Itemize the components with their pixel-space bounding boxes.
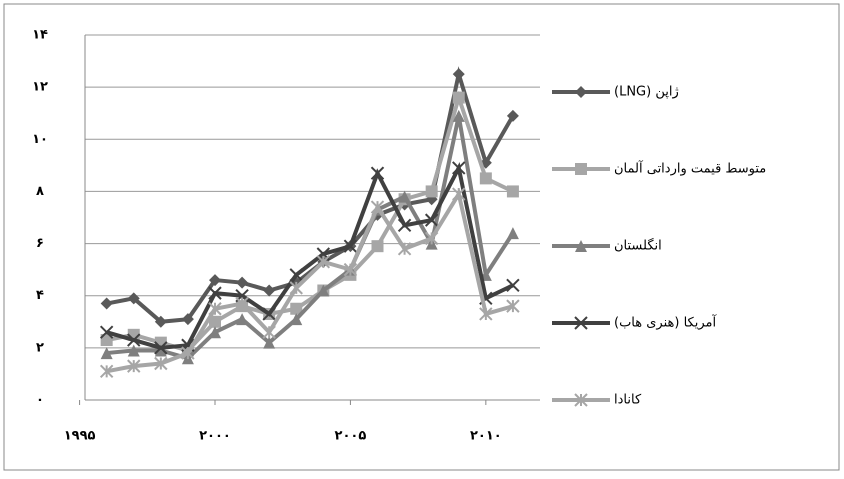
marker	[235, 296, 249, 311]
marker	[506, 278, 520, 292]
legend-label: متوسط قیمت وارداتی آلمان	[614, 160, 766, 177]
y-tick-label: ۱۲	[32, 80, 48, 95]
marker	[370, 200, 385, 214]
legend-label: انگلستان	[614, 238, 662, 254]
marker	[343, 239, 358, 253]
marker	[100, 347, 113, 360]
marker	[452, 161, 466, 175]
legend-label: آمریکا (هنری هاب)	[614, 314, 717, 331]
marker	[370, 166, 385, 180]
marker	[452, 68, 465, 81]
y-tick-label: ۰	[36, 393, 44, 408]
marker	[506, 185, 519, 198]
marker	[154, 315, 167, 328]
marker	[100, 297, 113, 310]
y-tick-label: ۱۰	[32, 132, 48, 147]
marker	[154, 344, 167, 357]
marker	[236, 276, 249, 289]
y-tick-label: ۸	[36, 184, 44, 199]
marker	[154, 341, 168, 355]
marker	[127, 292, 140, 305]
marker	[452, 187, 466, 201]
x-tick-label: ۲۰۱۰	[470, 429, 502, 444]
marker	[506, 299, 520, 313]
marker	[575, 86, 587, 98]
legend-label: ژاپن (LNG)	[614, 85, 679, 100]
chart-frame	[3, 3, 840, 471]
series-line	[106, 115, 515, 361]
marker	[127, 333, 141, 347]
y-tick-label: ۲	[36, 340, 44, 355]
marker	[99, 325, 114, 339]
marker	[209, 315, 221, 328]
legend-label: کانادا	[614, 393, 642, 408]
marker	[127, 344, 140, 357]
marker	[99, 364, 114, 379]
marker	[262, 307, 276, 321]
marker	[154, 356, 168, 371]
marker	[506, 227, 519, 240]
marker	[574, 393, 588, 407]
y-tick-label: ۶	[36, 236, 44, 251]
marker	[575, 163, 587, 175]
marker	[371, 240, 384, 253]
marker	[479, 307, 493, 321]
marker	[317, 284, 330, 297]
series-line	[106, 188, 514, 374]
marker	[316, 255, 331, 269]
x-tick-label: ۲۰۰۰	[199, 429, 231, 444]
marker	[209, 274, 221, 287]
marker	[397, 218, 412, 233]
marker	[575, 240, 587, 252]
marker	[208, 302, 222, 316]
marker	[425, 185, 438, 198]
marker	[290, 302, 303, 315]
marker	[506, 109, 519, 122]
marker	[479, 172, 492, 185]
marker	[262, 325, 276, 339]
marker	[574, 316, 588, 330]
marker	[398, 190, 411, 203]
y-tick-label: ۱۴	[32, 28, 48, 43]
marker	[263, 336, 276, 349]
marker	[263, 284, 276, 297]
marker	[452, 91, 465, 104]
marker	[424, 213, 439, 227]
x-tick-label: ۲۰۰۵	[335, 429, 367, 444]
series-line	[106, 162, 514, 350]
marker	[343, 262, 358, 277]
marker	[424, 231, 439, 246]
y-tick-label: ۴	[36, 288, 44, 303]
marker	[181, 346, 195, 360]
x-tick-label: ۱۹۹۵	[64, 429, 96, 444]
marker	[209, 326, 221, 339]
marker	[289, 281, 303, 295]
marker	[208, 286, 222, 300]
marker	[289, 268, 303, 282]
marker	[290, 313, 303, 326]
marker	[397, 242, 412, 256]
marker	[127, 359, 141, 373]
marker	[181, 313, 194, 326]
marker	[236, 313, 249, 326]
marker	[452, 109, 465, 122]
marker	[100, 334, 113, 347]
